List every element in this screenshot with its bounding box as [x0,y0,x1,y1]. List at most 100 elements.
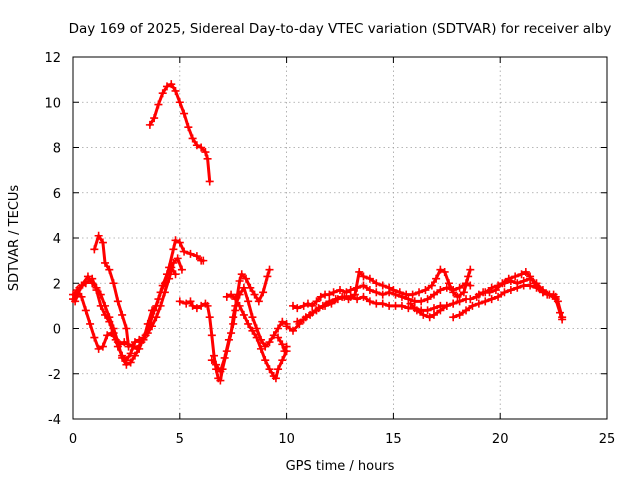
data-point-marker [444,279,453,288]
data-point-marker [216,376,225,385]
data-point-marker [122,360,131,369]
data-point-marker [331,295,340,304]
data-point-marker [246,283,255,292]
data-point-marker [227,290,236,299]
data-point-marker [359,281,368,290]
data-point-marker [169,245,178,254]
data-point-marker [167,80,176,89]
series-layer [69,80,567,385]
data-point-marker [278,356,287,365]
data-point-marker [278,340,287,349]
data-point-marker [419,310,428,319]
data-point-marker [429,304,438,313]
data-point-marker [86,319,95,328]
data-point-marker [162,270,171,279]
series-arc-13 [406,299,458,322]
data-point-marker [468,301,477,310]
data-point-marker [77,292,86,301]
data-point-marker [269,331,278,340]
series-trace [178,286,289,382]
data-point-marker [175,98,184,107]
data-point-marker [192,304,201,313]
data-point-marker [90,245,99,254]
data-point-marker [436,306,445,315]
series-arc-2 [71,254,186,369]
data-point-marker [124,342,133,351]
series-trace [92,234,130,349]
data-point-marker [205,313,214,322]
y-tick-label: 12 [44,51,61,66]
data-point-marker [308,301,317,310]
data-point-marker [385,283,394,292]
data-point-marker [152,313,161,322]
data-point-marker [207,356,216,365]
data-point-marker [175,297,184,306]
data-point-marker [429,310,438,319]
data-point-marker [325,290,334,299]
data-point-marker [455,297,464,306]
data-point-marker [511,272,520,281]
grid-layer [73,57,607,419]
data-point-marker [538,286,547,295]
data-point-marker [109,324,118,333]
data-point-marker [449,313,458,322]
data-point-marker [365,297,374,306]
data-point-marker [171,236,180,245]
data-point-marker [459,288,468,297]
data-point-marker [216,367,225,376]
data-point-marker [160,288,169,297]
data-point-marker [242,274,251,283]
series-arc-4 [90,231,133,351]
data-point-marker [404,295,413,304]
data-point-marker [278,317,287,326]
data-point-marker [158,281,167,290]
data-point-marker [158,89,167,98]
data-point-marker [188,134,197,143]
x-tick-label: 15 [385,432,402,447]
data-point-marker [126,349,135,358]
series-arc-16 [474,274,560,301]
y-tick-label: -4 [48,413,61,428]
data-point-marker [464,272,473,281]
data-point-marker [378,299,387,308]
data-point-marker [462,306,471,315]
data-point-marker [378,290,387,299]
data-point-marker [436,265,445,274]
data-point-marker [130,351,139,360]
data-point-marker [359,292,368,301]
data-point-marker [365,274,374,283]
data-point-marker [474,299,483,308]
data-point-marker [192,141,201,150]
data-point-marker [231,295,240,304]
data-point-marker [481,288,490,297]
data-point-marker [205,177,214,186]
data-point-marker [92,283,101,292]
data-point-marker [105,265,114,274]
data-point-marker [289,301,298,310]
data-point-marker [259,288,268,297]
data-point-marker [397,301,406,310]
y-tick-label: 6 [53,187,61,202]
data-point-marker [344,295,353,304]
data-point-marker [378,281,387,290]
data-point-marker [412,306,421,315]
data-point-marker [145,120,154,129]
data-point-marker [248,326,257,335]
data-point-marker [429,290,438,299]
chart-title: Day 169 of 2025, Sidereal Day-to-day VTE… [69,21,612,37]
data-point-marker [500,279,509,288]
data-point-marker [244,297,253,306]
data-point-marker [224,335,233,344]
data-point-marker [318,301,327,310]
data-point-marker [256,344,265,353]
data-point-marker [526,281,535,290]
data-point-marker [293,317,302,326]
data-point-marker [197,143,206,152]
series-arc-5 [145,80,214,186]
data-point-marker [299,315,308,324]
data-point-marker [265,265,274,274]
data-point-marker [101,301,110,310]
data-point-marker [184,123,193,132]
data-point-marker [551,292,560,301]
